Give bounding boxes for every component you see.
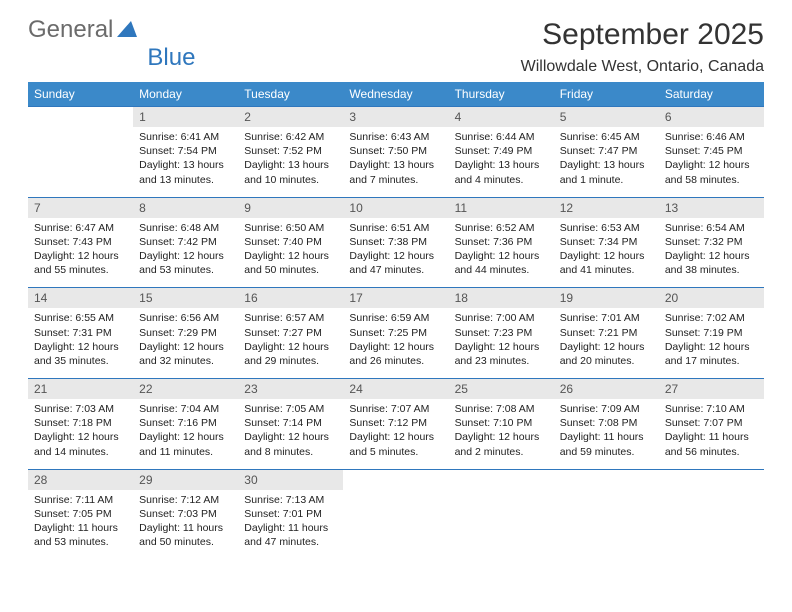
day-detail-cell: Sunrise: 6:54 AMSunset: 7:32 PMDaylight:… bbox=[659, 218, 764, 288]
empty-cell bbox=[554, 469, 659, 490]
day-detail-row: Sunrise: 6:55 AMSunset: 7:31 PMDaylight:… bbox=[28, 308, 764, 378]
empty-cell bbox=[659, 469, 764, 490]
day-detail-cell: Sunrise: 7:10 AMSunset: 7:07 PMDaylight:… bbox=[659, 399, 764, 469]
day-detail-cell: Sunrise: 7:08 AMSunset: 7:10 PMDaylight:… bbox=[449, 399, 554, 469]
empty-cell bbox=[28, 106, 133, 127]
day-number-row: 78910111213 bbox=[28, 197, 764, 218]
day-detail-row: Sunrise: 6:47 AMSunset: 7:43 PMDaylight:… bbox=[28, 218, 764, 288]
day-number-cell: 6 bbox=[659, 106, 764, 127]
day-number-cell: 18 bbox=[449, 287, 554, 308]
day-number-cell: 3 bbox=[343, 106, 448, 127]
weekday-header: Friday bbox=[554, 82, 659, 106]
day-number-cell: 22 bbox=[133, 378, 238, 399]
day-number-cell: 24 bbox=[343, 378, 448, 399]
weekday-header: Tuesday bbox=[238, 82, 343, 106]
day-detail-cell: Sunrise: 7:12 AMSunset: 7:03 PMDaylight:… bbox=[133, 490, 238, 560]
weekday-header: Monday bbox=[133, 82, 238, 106]
day-number-cell: 28 bbox=[28, 469, 133, 490]
day-detail-cell: Sunrise: 7:13 AMSunset: 7:01 PMDaylight:… bbox=[238, 490, 343, 560]
logo-triangle-icon bbox=[117, 18, 137, 42]
day-detail-cell: Sunrise: 7:04 AMSunset: 7:16 PMDaylight:… bbox=[133, 399, 238, 469]
weekday-header: Thursday bbox=[449, 82, 554, 106]
day-detail-cell: Sunrise: 6:50 AMSunset: 7:40 PMDaylight:… bbox=[238, 218, 343, 288]
day-number-row: 282930 bbox=[28, 469, 764, 490]
day-number-cell: 4 bbox=[449, 106, 554, 127]
day-detail-cell: Sunrise: 6:46 AMSunset: 7:45 PMDaylight:… bbox=[659, 127, 764, 197]
empty-cell bbox=[554, 490, 659, 560]
day-detail-cell: Sunrise: 6:42 AMSunset: 7:52 PMDaylight:… bbox=[238, 127, 343, 197]
weekday-header: Sunday bbox=[28, 82, 133, 106]
day-number-cell: 15 bbox=[133, 287, 238, 308]
day-number-row: 21222324252627 bbox=[28, 378, 764, 399]
day-number-cell: 5 bbox=[554, 106, 659, 127]
day-detail-cell: Sunrise: 6:59 AMSunset: 7:25 PMDaylight:… bbox=[343, 308, 448, 378]
day-detail-cell: Sunrise: 6:56 AMSunset: 7:29 PMDaylight:… bbox=[133, 308, 238, 378]
day-detail-cell: Sunrise: 7:09 AMSunset: 7:08 PMDaylight:… bbox=[554, 399, 659, 469]
day-detail-cell: Sunrise: 6:53 AMSunset: 7:34 PMDaylight:… bbox=[554, 218, 659, 288]
day-detail-row: Sunrise: 7:11 AMSunset: 7:05 PMDaylight:… bbox=[28, 490, 764, 560]
day-number-cell: 13 bbox=[659, 197, 764, 218]
day-number-row: 14151617181920 bbox=[28, 287, 764, 308]
title-block: September 2025 Willowdale West, Ontario,… bbox=[521, 18, 764, 76]
calendar-page: General September 2025 Willowdale West, … bbox=[0, 0, 792, 569]
empty-cell bbox=[449, 469, 554, 490]
day-number-cell: 30 bbox=[238, 469, 343, 490]
empty-cell bbox=[343, 469, 448, 490]
day-number-cell: 16 bbox=[238, 287, 343, 308]
calendar-header-row: SundayMondayTuesdayWednesdayThursdayFrid… bbox=[28, 82, 764, 106]
day-number-cell: 12 bbox=[554, 197, 659, 218]
day-number-cell: 20 bbox=[659, 287, 764, 308]
empty-cell bbox=[28, 127, 133, 197]
day-detail-cell: Sunrise: 6:43 AMSunset: 7:50 PMDaylight:… bbox=[343, 127, 448, 197]
day-detail-cell: Sunrise: 6:48 AMSunset: 7:42 PMDaylight:… bbox=[133, 218, 238, 288]
logo-text-gray: General bbox=[28, 18, 113, 42]
day-detail-cell: Sunrise: 7:07 AMSunset: 7:12 PMDaylight:… bbox=[343, 399, 448, 469]
day-number-cell: 11 bbox=[449, 197, 554, 218]
day-number-cell: 14 bbox=[28, 287, 133, 308]
day-number-cell: 21 bbox=[28, 378, 133, 399]
day-detail-cell: Sunrise: 7:02 AMSunset: 7:19 PMDaylight:… bbox=[659, 308, 764, 378]
day-number-cell: 10 bbox=[343, 197, 448, 218]
day-detail-cell: Sunrise: 7:01 AMSunset: 7:21 PMDaylight:… bbox=[554, 308, 659, 378]
weekday-header: Wednesday bbox=[343, 82, 448, 106]
day-detail-row: Sunrise: 6:41 AMSunset: 7:54 PMDaylight:… bbox=[28, 127, 764, 197]
empty-cell bbox=[343, 490, 448, 560]
day-number-cell: 2 bbox=[238, 106, 343, 127]
day-detail-cell: Sunrise: 6:52 AMSunset: 7:36 PMDaylight:… bbox=[449, 218, 554, 288]
day-detail-row: Sunrise: 7:03 AMSunset: 7:18 PMDaylight:… bbox=[28, 399, 764, 469]
day-detail-cell: Sunrise: 6:41 AMSunset: 7:54 PMDaylight:… bbox=[133, 127, 238, 197]
day-number-row: 123456 bbox=[28, 106, 764, 127]
day-detail-cell: Sunrise: 6:57 AMSunset: 7:27 PMDaylight:… bbox=[238, 308, 343, 378]
day-number-cell: 8 bbox=[133, 197, 238, 218]
day-number-cell: 23 bbox=[238, 378, 343, 399]
logo: General bbox=[28, 18, 137, 42]
day-number-cell: 25 bbox=[449, 378, 554, 399]
page-title: September 2025 bbox=[521, 18, 764, 52]
day-number-cell: 9 bbox=[238, 197, 343, 218]
day-number-cell: 1 bbox=[133, 106, 238, 127]
day-detail-cell: Sunrise: 6:45 AMSunset: 7:47 PMDaylight:… bbox=[554, 127, 659, 197]
day-detail-cell: Sunrise: 7:11 AMSunset: 7:05 PMDaylight:… bbox=[28, 490, 133, 560]
day-detail-cell: Sunrise: 6:44 AMSunset: 7:49 PMDaylight:… bbox=[449, 127, 554, 197]
weekday-header: Saturday bbox=[659, 82, 764, 106]
empty-cell bbox=[659, 490, 764, 560]
day-detail-cell: Sunrise: 6:55 AMSunset: 7:31 PMDaylight:… bbox=[28, 308, 133, 378]
day-detail-cell: Sunrise: 7:00 AMSunset: 7:23 PMDaylight:… bbox=[449, 308, 554, 378]
day-number-cell: 19 bbox=[554, 287, 659, 308]
day-detail-cell: Sunrise: 7:03 AMSunset: 7:18 PMDaylight:… bbox=[28, 399, 133, 469]
day-number-cell: 29 bbox=[133, 469, 238, 490]
day-detail-cell: Sunrise: 6:47 AMSunset: 7:43 PMDaylight:… bbox=[28, 218, 133, 288]
location: Willowdale West, Ontario, Canada bbox=[521, 58, 764, 76]
day-number-cell: 17 bbox=[343, 287, 448, 308]
calendar-table: SundayMondayTuesdayWednesdayThursdayFrid… bbox=[28, 82, 764, 559]
day-number-cell: 27 bbox=[659, 378, 764, 399]
day-number-cell: 7 bbox=[28, 197, 133, 218]
empty-cell bbox=[449, 490, 554, 560]
day-detail-cell: Sunrise: 7:05 AMSunset: 7:14 PMDaylight:… bbox=[238, 399, 343, 469]
day-detail-cell: Sunrise: 6:51 AMSunset: 7:38 PMDaylight:… bbox=[343, 218, 448, 288]
day-number-cell: 26 bbox=[554, 378, 659, 399]
